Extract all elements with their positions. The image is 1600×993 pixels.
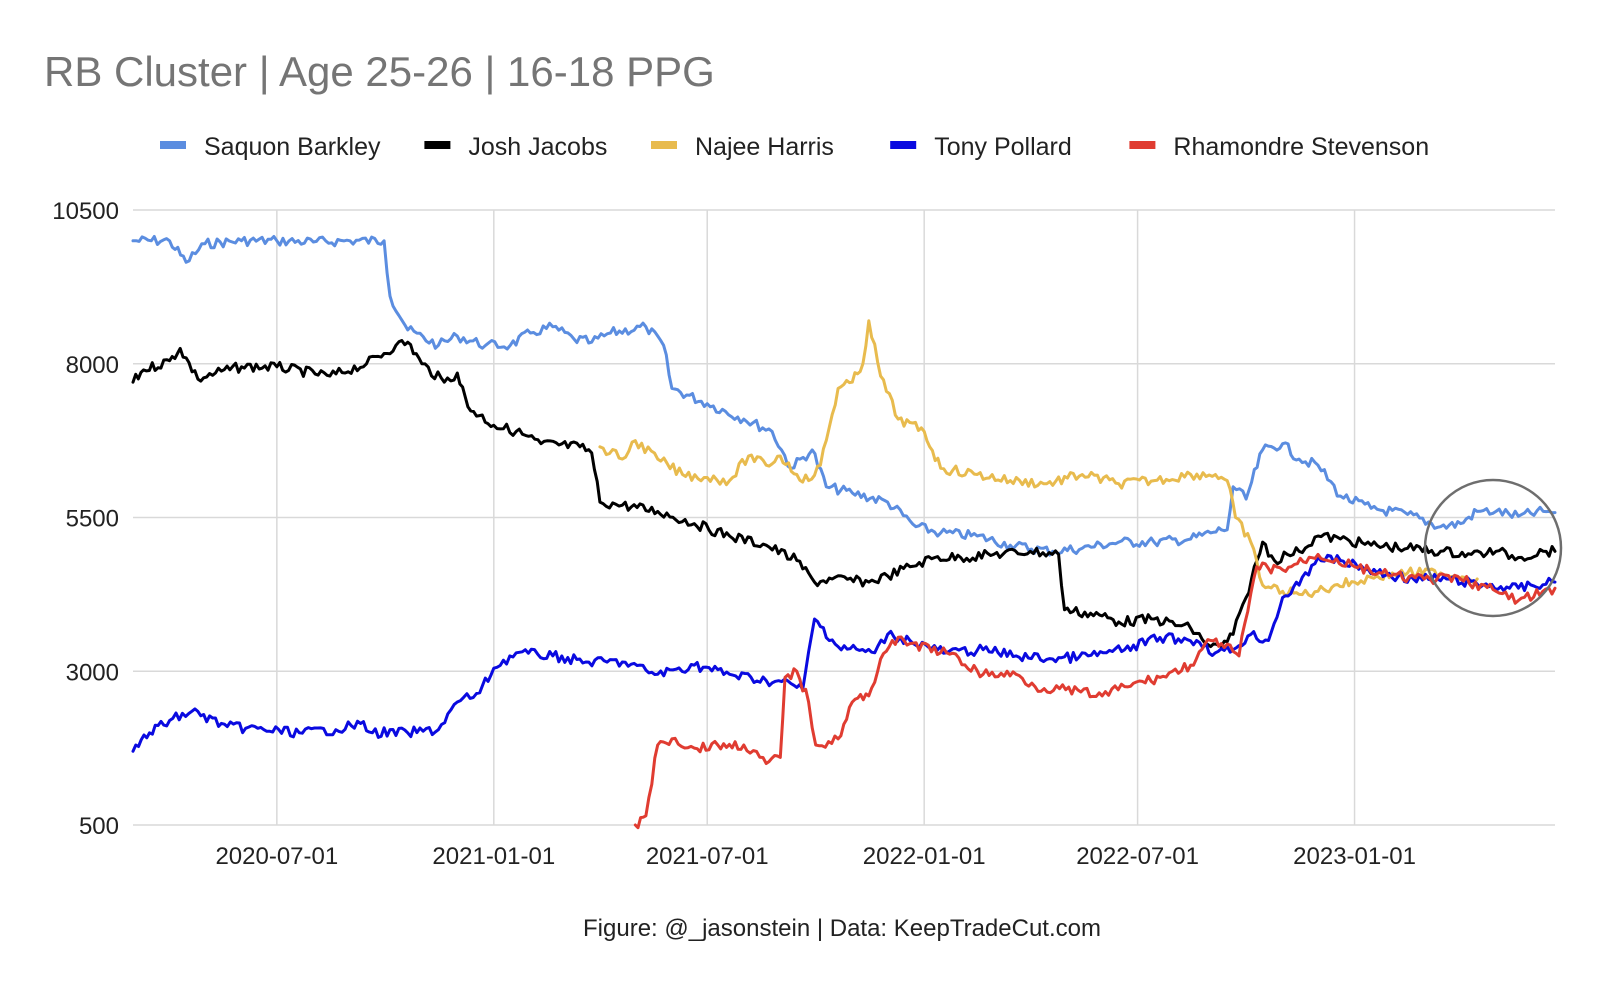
x-tick-label: 2022-07-01 — [1076, 843, 1199, 870]
legend-item: Saquon Barkley — [160, 133, 381, 161]
series-line — [598, 319, 1479, 599]
chart-title: RB Cluster | Age 25-26 | 16-18 PPG — [44, 48, 715, 95]
grid — [133, 209, 1555, 826]
legend-item: Tony Pollard — [890, 133, 1072, 161]
legend-item: Rhamondre Stevenson — [1129, 133, 1429, 161]
series-line — [633, 552, 1557, 830]
x-tick-label: 2021-07-01 — [646, 843, 769, 870]
x-tick-label: 2020-07-01 — [215, 843, 338, 870]
axes: 10500 8000 5500 3000 500 2020-07-01 2021-01-01… — [52, 198, 1416, 870]
chart-caption: Figure: @_jasonstein | Data: KeepTradeCu… — [583, 915, 1101, 942]
legend-label: Rhamondre Stevenson — [1173, 133, 1429, 161]
y-tick-label: 10500 — [52, 198, 119, 225]
legend-swatch — [890, 141, 917, 149]
highlight-circle — [1423, 478, 1563, 618]
legend-swatch — [651, 141, 677, 149]
x-tick-label: 2021-01-01 — [432, 843, 555, 870]
series-line — [131, 339, 1557, 649]
x-tick-label: 2023-01-01 — [1293, 843, 1416, 870]
y-tick-label: 5500 — [66, 506, 119, 533]
legend-label: Tony Pollard — [934, 133, 1072, 161]
legend-item: Najee Harris — [651, 133, 834, 161]
legend-label: Josh Jacobs — [468, 133, 607, 161]
legend-label: Saquon Barkley — [204, 133, 381, 161]
legend-swatch — [424, 141, 451, 149]
y-tick-label: 500 — [79, 813, 119, 840]
y-tick-label: 8000 — [66, 352, 119, 379]
series-line — [131, 553, 1557, 753]
annotation — [1423, 478, 1563, 618]
legend-swatch — [1129, 141, 1156, 149]
plot-area — [131, 235, 1557, 830]
legend-item: Josh Jacobs — [424, 133, 607, 161]
x-tick-label: 2022-01-01 — [863, 843, 986, 870]
legend: Saquon Barkley Josh Jacobs Najee Harris Ton… — [160, 133, 1429, 161]
legend-label: Najee Harris — [695, 133, 834, 161]
series-line — [131, 235, 1557, 557]
y-tick-label: 3000 — [66, 659, 119, 686]
legend-swatch — [160, 141, 186, 149]
